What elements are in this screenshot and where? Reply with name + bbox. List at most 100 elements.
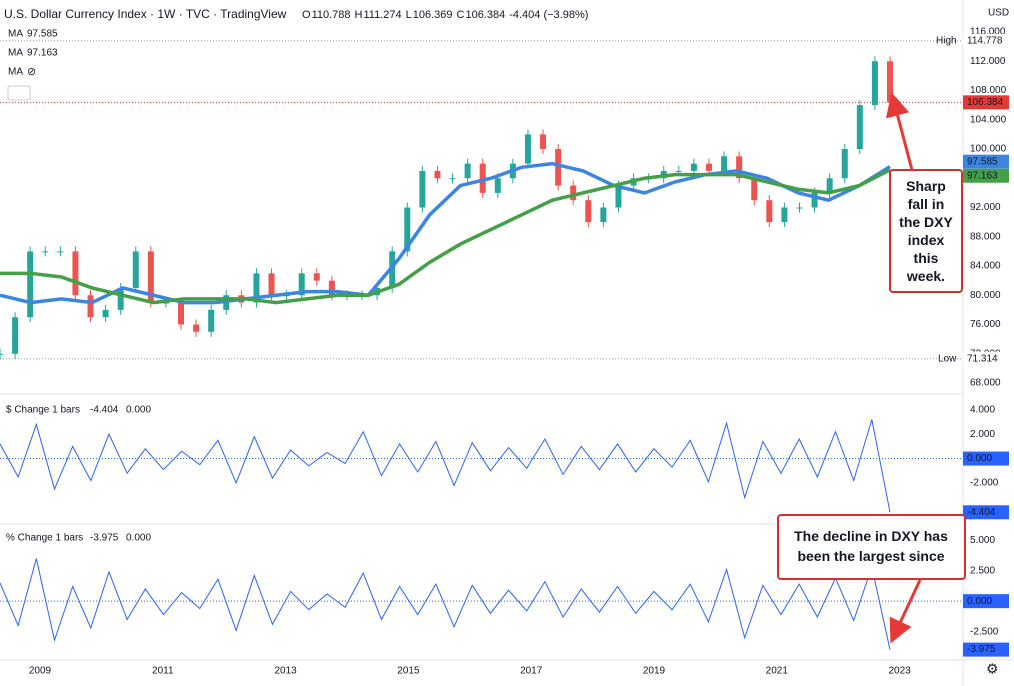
candle: [705, 163, 712, 171]
high-value-bg: [963, 33, 1009, 48]
change-line: [0, 558, 891, 650]
candle: [796, 207, 803, 209]
candle: [328, 280, 335, 296]
candle: [479, 163, 486, 193]
annotation: The decline in DXY has been the largest s…: [794, 528, 948, 564]
zero-tag: 0.000: [967, 596, 992, 607]
candle: [494, 178, 501, 193]
x-tick-label: 2015: [397, 666, 420, 677]
candle: [826, 178, 833, 193]
currency[interactable]: USD: [988, 8, 1009, 19]
candle: [253, 273, 260, 303]
candle: [162, 302, 169, 304]
y-tick-label: 108.000: [970, 85, 1007, 96]
y-tick-label: -2.500: [970, 626, 999, 637]
y-tick-label: 4.000: [970, 404, 995, 415]
y-tick-label: 112.000: [970, 56, 1006, 67]
candle: [147, 251, 154, 303]
candle: [856, 105, 863, 149]
candle: [389, 251, 396, 288]
candle: [721, 156, 728, 171]
annotation-box: [777, 514, 966, 580]
candle: [313, 273, 320, 281]
candle: [690, 163, 697, 171]
y-tick-label: 80.000: [970, 290, 1001, 301]
x-tick-label: 2009: [29, 666, 52, 677]
ohlc-readout: 106.384: [465, 9, 505, 21]
annotation-box: [889, 169, 963, 293]
x-tick-label: 2017: [520, 666, 543, 677]
legend-name: MA: [8, 29, 23, 40]
ma-value-bg: [963, 154, 1009, 169]
y-tick-label: 2.000: [970, 429, 995, 440]
last-price-bg: [963, 95, 1009, 110]
pane-readout: 0.000: [126, 405, 151, 416]
ohlc-readout: C: [457, 9, 465, 21]
low-value: 71.314: [967, 353, 998, 364]
settings-icon[interactable]: ⚙: [986, 661, 999, 677]
y-tick-label: -2.000: [970, 478, 999, 489]
candle: [841, 149, 848, 179]
candle: [871, 61, 878, 106]
candle: [524, 134, 531, 164]
candle: [675, 170, 682, 172]
high-label: High: [936, 36, 957, 47]
ohlc-readout: 106.369: [413, 9, 453, 21]
candle: [585, 200, 592, 223]
zero-tag-bg: [963, 594, 1009, 609]
ohlc-readout: H: [355, 9, 363, 21]
y-tick-label: 5.000: [970, 535, 995, 546]
x-tick-label: 2019: [643, 666, 666, 677]
candle: [615, 185, 622, 208]
candle: [781, 207, 788, 223]
x-tick-label: 2023: [888, 666, 911, 677]
y-tick-label: 100.000: [970, 144, 1007, 155]
candle: [27, 251, 34, 318]
collapse-button[interactable]: [7, 85, 31, 101]
candle: [766, 200, 773, 223]
candle: [555, 149, 562, 186]
candle: [178, 302, 185, 325]
moving-average: [0, 161, 891, 305]
y-tick-label: 76.000: [970, 319, 1001, 330]
pane-title: % Change 1 bars: [6, 533, 83, 544]
candle: [0, 353, 3, 355]
change-line: [0, 419, 891, 513]
y-tick-label: 92.000: [970, 202, 1001, 213]
ohlc-readout: -4.404 (−3.98%): [509, 9, 588, 21]
candle: [464, 163, 471, 179]
candle: [600, 207, 607, 223]
candle: [540, 134, 547, 149]
candle: [449, 178, 456, 180]
moving-average: [0, 168, 891, 305]
legend-hidden-icon: ⊘: [27, 66, 36, 78]
candle: [751, 178, 758, 201]
candle: [117, 287, 124, 310]
pane-readout: -4.404: [90, 405, 119, 416]
candle: [570, 185, 577, 201]
legend-value: 97.585: [27, 29, 58, 40]
pane-readout: 0.000: [126, 533, 151, 544]
last-change-bg: [963, 642, 1009, 657]
candle: [72, 251, 79, 296]
candle: [268, 273, 275, 296]
legend-name: MA: [8, 67, 23, 78]
ma-value-bg: [963, 168, 1009, 183]
high-value: 114.778: [967, 36, 1003, 47]
annotation-arrow: [889, 579, 922, 644]
low-value-bg: [963, 351, 1009, 366]
ma-value: 97.585: [967, 156, 998, 167]
ohlc-readout: 110.788: [312, 9, 351, 21]
x-tick-label: 2013: [274, 666, 297, 677]
candle: [404, 207, 411, 252]
candle: [87, 295, 94, 318]
candle: [434, 170, 441, 179]
y-tick-label: 2.500: [970, 565, 995, 576]
zero-tag-bg: [963, 451, 1009, 466]
annotation: Sharp fall in the DXY index this week.: [899, 178, 953, 284]
title: U.S. Dollar Currency Index · 1W · TVC · …: [4, 7, 287, 21]
last-change-bg: [963, 505, 1009, 520]
ohlc-readout: 111.274: [363, 9, 401, 21]
